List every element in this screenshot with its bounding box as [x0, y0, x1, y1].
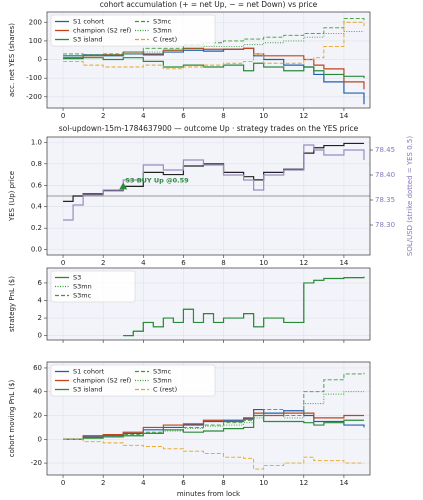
y-tick-label: 0.2: [31, 224, 42, 232]
legend-label: S3mc: [153, 368, 172, 376]
y-tick-label: 0.0: [31, 246, 42, 254]
chart-title: cohort accumulation (+ = net Up, − = net…: [100, 0, 318, 9]
y-tick-label: 0: [38, 435, 42, 443]
legend-label: S3mn: [153, 27, 172, 35]
x-tick-label: 0: [61, 259, 65, 267]
y2-axis-label: SOL/USD (strike dotted = YES 0.5): [406, 136, 414, 256]
x-tick-label: 10: [259, 259, 268, 267]
series-line: [63, 18, 365, 56]
series-line: [63, 57, 365, 79]
plot-frame: [46, 11, 371, 109]
y-tick-label: -100: [26, 74, 42, 82]
y-tick-label: 0.6: [31, 181, 43, 189]
y-tick-label: 2: [38, 314, 42, 322]
legend-label: C (rest): [153, 386, 177, 394]
y-tick-label: -200: [26, 93, 42, 101]
x-tick-label: 8: [221, 112, 225, 120]
chart-title: sol-updown-15m-1784637900 — outcome Up ·…: [59, 124, 359, 133]
x-tick-label: 12: [299, 259, 308, 267]
x-tick-label: 6: [181, 112, 186, 120]
series-line: [63, 438, 364, 470]
y-axis-label: YES (Up) price: [8, 171, 16, 222]
x-tick-label: 8: [221, 259, 225, 267]
y-axis-label: strategy PnL ($): [8, 276, 16, 332]
legend-label: S3: [73, 274, 81, 282]
y-tick-label: 100: [29, 37, 42, 45]
legend-box: [50, 364, 216, 397]
legend-label: S3mc: [73, 292, 92, 300]
series-line: [63, 372, 365, 440]
legend-label: C (rest): [153, 36, 177, 44]
x-tick-label: 8: [221, 479, 225, 487]
legend-label: S3mc: [153, 18, 172, 26]
x-tick-label: 6: [181, 259, 186, 267]
legend-label: champion (S2 ref): [73, 377, 131, 385]
y2-tick-label: 78.30: [375, 221, 395, 229]
y-axis-label: acc. net YES (shares): [8, 23, 16, 97]
x-tick-label: 14: [339, 112, 348, 120]
y-tick-label: 0: [38, 332, 42, 340]
x-tick-label: 10: [259, 112, 268, 120]
x-tick-label: 4: [141, 259, 146, 267]
y-tick-label: -20: [31, 459, 42, 467]
series-line: [63, 21, 365, 70]
x-tick-label: 2: [101, 479, 105, 487]
x-tick-label: 12: [299, 479, 308, 487]
plot-frame: [46, 267, 371, 341]
legend-label: S3mn: [73, 283, 92, 291]
y2-tick-label: 78.45: [375, 146, 395, 154]
x-tick-label: 10: [259, 479, 268, 487]
x-tick-label: 4: [141, 479, 146, 487]
series-line: [63, 144, 365, 221]
series-line: [63, 412, 364, 440]
trade-marker: [119, 182, 128, 190]
legend-box: [50, 14, 216, 47]
y-tick-label: 60: [33, 364, 42, 372]
y2-tick-label: 78.35: [375, 196, 395, 204]
x-tick-label: 14: [339, 479, 348, 487]
x-tick-label: 2: [101, 112, 105, 120]
legend-label: S1 cohort: [73, 18, 105, 26]
y-tick-label: 0.4: [31, 203, 43, 211]
legend-box: [50, 270, 136, 303]
y-tick-label: 4: [38, 296, 43, 304]
y-tick-label: 40: [33, 388, 42, 396]
x-tick-label: 6: [181, 479, 186, 487]
x-axis-label: minutes from lock: [177, 490, 241, 498]
x-tick-label: 0: [61, 112, 65, 120]
x-tick-label: 12: [299, 112, 308, 120]
series-line: [63, 391, 364, 440]
y-tick-label: 0: [38, 56, 42, 64]
legend-label: S3 island: [73, 36, 103, 44]
legend-label: S3 island: [73, 386, 103, 394]
y-axis-label: cohort moving PnL ($): [8, 379, 16, 457]
legend-label: S3mn: [153, 377, 172, 385]
annotation: S3 BUY Up @0.59: [125, 176, 189, 184]
y-tick-label: 0.8: [31, 160, 42, 168]
x-tick-label: 4: [141, 112, 146, 120]
plot-frame: [46, 136, 371, 256]
y-tick-label: 1.0: [31, 138, 42, 146]
y-tick-label: 6: [38, 279, 43, 287]
x-tick-label: 14: [339, 259, 348, 267]
y-tick-label: 200: [29, 18, 42, 26]
legend-label: S1 cohort: [73, 368, 105, 376]
x-tick-label: 0: [61, 479, 65, 487]
legend-label: champion (S2 ref): [73, 27, 131, 35]
y2-tick-label: 78.40: [375, 171, 395, 179]
series-line: [123, 276, 365, 337]
y-tick-label: 20: [33, 412, 42, 420]
plot-frame: [46, 361, 371, 476]
x-tick-label: 2: [101, 259, 105, 267]
